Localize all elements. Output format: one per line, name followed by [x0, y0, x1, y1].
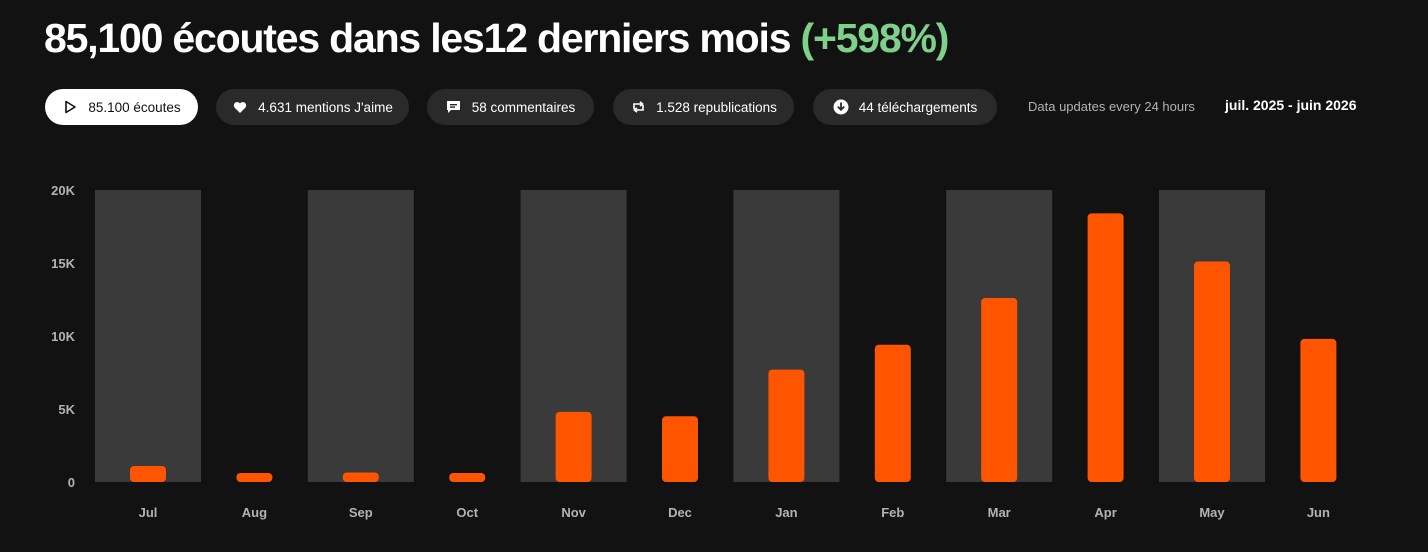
bar-feb[interactable] — [874, 344, 911, 482]
bar-jan[interactable] — [768, 369, 805, 482]
y-tick-label: 10K — [51, 329, 75, 344]
date-range-selector[interactable]: juil. 2025 - juin 2026 — [1225, 97, 1357, 113]
x-tick-label: Feb — [881, 505, 904, 520]
chart-band-jul — [95, 190, 201, 482]
download-icon — [833, 99, 849, 115]
x-tick-label: Sep — [349, 505, 373, 520]
plays-bar-chart: 0 5K 10K 15K 20K Jul Aug Sep Oct Nov Dec Jan Feb Mar… — [51, 183, 1337, 520]
x-tick-label: Mar — [988, 505, 1011, 520]
bar-may[interactable] — [1194, 261, 1230, 482]
repost-icon — [630, 99, 646, 115]
stat-label: 4.631 mentions J'aime — [258, 99, 393, 115]
stat-label: 1.528 republications — [656, 99, 777, 115]
play-icon — [62, 99, 78, 115]
heart-icon — [232, 99, 248, 115]
stat-pill-downloads[interactable]: 44 téléchargements — [813, 89, 997, 125]
y-axis: 0 5K 10K 15K 20K — [51, 183, 75, 490]
bar-sep[interactable] — [342, 472, 379, 482]
x-tick-label: Dec — [668, 505, 692, 520]
y-tick-label: 15K — [51, 256, 75, 271]
x-tick-label: Jan — [775, 505, 797, 520]
chart-band-sep — [307, 190, 414, 482]
bar-mar[interactable] — [981, 298, 1018, 482]
comment-icon — [446, 99, 462, 115]
x-axis: Jul Aug Sep Oct Nov Dec Jan Feb Mar Apr May Jun — [139, 505, 1330, 520]
bar-oct[interactable] — [449, 473, 486, 482]
x-tick-label: May — [1199, 505, 1225, 520]
stat-label: 58 commentaires — [471, 99, 576, 115]
update-note: Data updates every 24 hours — [1028, 99, 1195, 114]
bar-jun[interactable] — [1300, 338, 1337, 482]
x-tick-label: Jul — [139, 505, 158, 520]
chart-bands — [95, 190, 1265, 482]
stat-label: 85.100 écoutes — [88, 99, 181, 115]
y-tick-label: 0 — [68, 475, 75, 490]
chart-bars — [130, 213, 1337, 483]
stat-pill-reposts[interactable]: 1.528 republications — [613, 89, 794, 125]
x-tick-label: Oct — [456, 505, 478, 520]
change-percentage: (+598%) — [800, 15, 950, 61]
bar-dec[interactable] — [662, 416, 698, 482]
bar-apr[interactable] — [1087, 213, 1124, 483]
x-tick-label: Nov — [561, 505, 586, 520]
bar-aug[interactable] — [236, 473, 273, 482]
bar-jul[interactable] — [130, 465, 166, 482]
x-tick-label: Aug — [242, 505, 267, 520]
y-tick-label: 5K — [58, 402, 75, 417]
title-text: 85,100 écoutes dans les12 derniers mois — [44, 15, 791, 61]
page-title: 85,100 écoutes dans les12 derniers mois … — [44, 12, 950, 64]
stat-pill-likes[interactable]: 4.631 mentions J'aime — [216, 89, 409, 125]
x-tick-label: Apr — [1094, 505, 1116, 520]
stat-label: 44 téléchargements — [858, 99, 978, 115]
x-tick-label: Jun — [1307, 505, 1330, 520]
bar-nov[interactable] — [555, 411, 592, 482]
y-tick-label: 20K — [51, 183, 75, 198]
stat-pill-comments[interactable]: 58 commentaires — [427, 89, 594, 125]
stat-pill-plays[interactable]: 85.100 écoutes — [45, 89, 198, 125]
